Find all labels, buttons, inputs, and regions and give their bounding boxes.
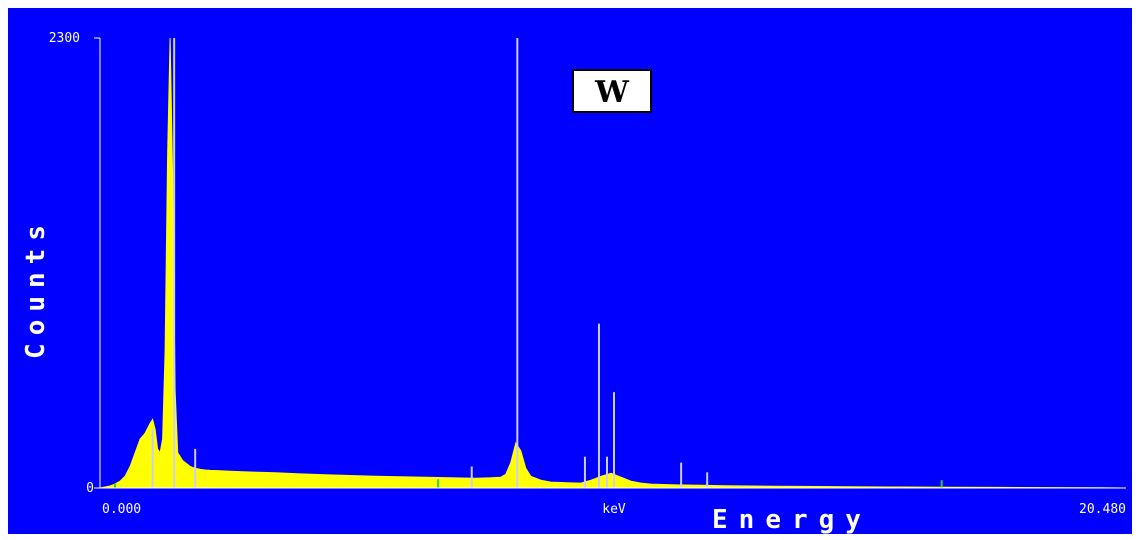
axis-labels: 2300 0 0.000 20.480 keV Energy Counts (21, 31, 1126, 534)
x-tick-label-right: 20.480 (1079, 502, 1126, 517)
annotation-label: W (594, 75, 630, 110)
axes (94, 37, 1126, 489)
y-axis-title: Counts (21, 217, 51, 359)
x-axis-unit: keV (602, 502, 626, 517)
plot-area (99, 37, 1127, 489)
x-tick-label-left: 0.000 (102, 502, 141, 517)
y-tick-label-bottom: 0 (86, 481, 94, 496)
spectrum-area (99, 37, 1127, 489)
x-axis-title: Energy (712, 505, 872, 534)
element-annotation: W (572, 69, 652, 113)
spectrum-chart: 2300 0 0.000 20.480 keV Energy Counts W (8, 8, 1132, 534)
y-tick-label-top: 2300 (49, 31, 80, 46)
spectrum-svg: 2300 0 0.000 20.480 keV Energy Counts W (21, 31, 1127, 534)
annotation-box (572, 69, 652, 113)
